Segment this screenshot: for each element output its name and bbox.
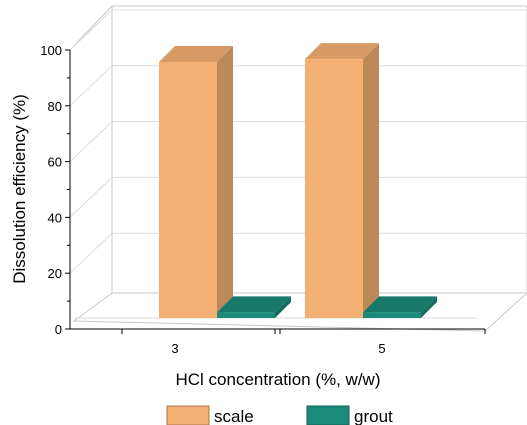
bar-front-face (159, 62, 217, 318)
bar-front-face (363, 312, 421, 318)
bar-side-face (275, 296, 291, 318)
legend-label-grout: grout (354, 407, 393, 425)
gridline-left-80 (69, 65, 113, 107)
bar-grout-5 (363, 296, 437, 318)
bar-scale-5 (305, 43, 379, 318)
x-axis-title: HCl concentration (%, w/w) (175, 370, 380, 389)
bar-grout-3 (217, 296, 291, 318)
chart-frame (69, 5, 527, 332)
bar-top-face (363, 296, 437, 313)
gridline-left-20 (69, 232, 113, 274)
y-tick-label: 80 (48, 99, 62, 114)
y-tick-label: 0 (55, 322, 62, 337)
floor-plane (72, 292, 527, 332)
legend-label-scale: scale (214, 407, 254, 425)
y-axis-title: Dissolution efficiency (%) (10, 94, 29, 284)
x-tick-label: 3 (171, 341, 178, 356)
gridline-left-60 (69, 121, 113, 162)
x-tick-label: 5 (378, 341, 385, 356)
bar-side-face (217, 46, 233, 318)
gridline-left-40 (69, 177, 113, 218)
legend: scale grout (166, 405, 393, 425)
bars (159, 43, 437, 318)
bar-top-face (217, 296, 291, 313)
gridlines (69, 9, 527, 274)
bar-side-face (421, 296, 437, 318)
bar-top-face (159, 46, 233, 62)
y-tick-label: 20 (48, 266, 62, 281)
bar-front-face (217, 312, 275, 318)
y-tick-label: 40 (48, 210, 62, 225)
bar-top-face (305, 43, 379, 60)
y-axis: 0 20 40 60 80 100 (40, 43, 71, 337)
gridline-left-100 (69, 9, 113, 51)
y-tick-label: 100 (40, 43, 62, 58)
bar-scale-3 (159, 46, 233, 318)
legend-swatch-scale (166, 405, 210, 425)
y-tick-label: 60 (48, 155, 62, 170)
legend-swatch-grout (306, 405, 350, 425)
bar-side-face (363, 43, 379, 318)
bar-front-face (305, 59, 363, 318)
